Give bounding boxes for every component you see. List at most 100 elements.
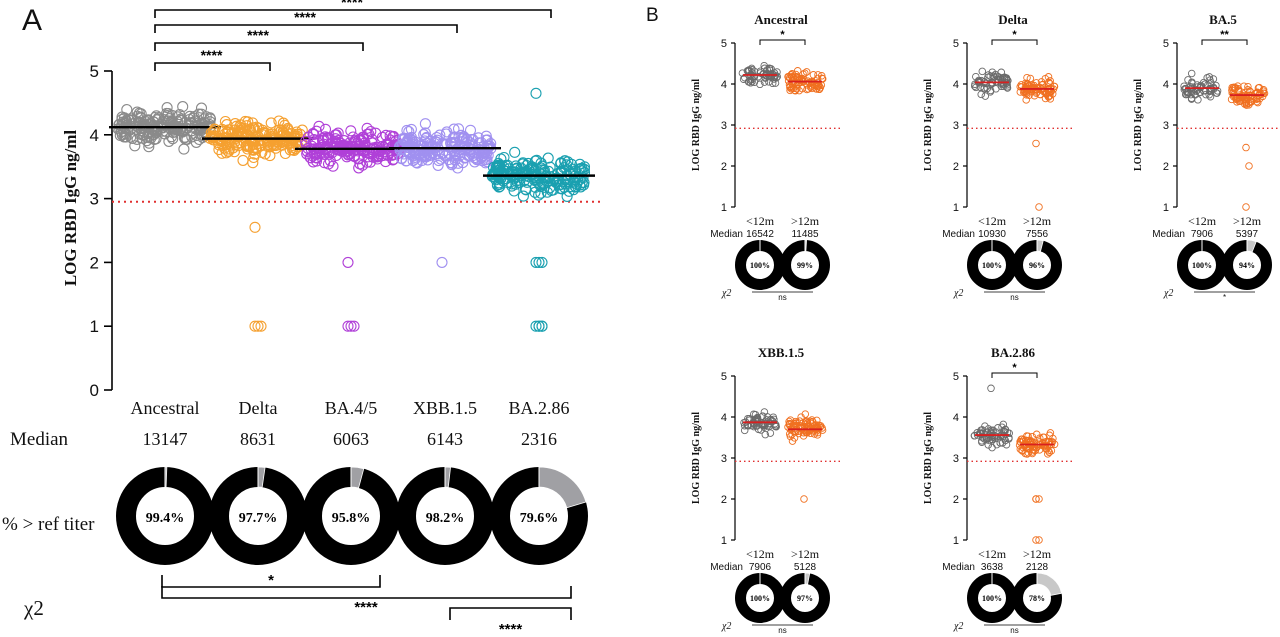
- data-point: [1030, 443, 1039, 451]
- data-point: [1041, 441, 1049, 450]
- significance-label: ****: [294, 9, 316, 25]
- data-point: [1242, 143, 1250, 152]
- data-point: [1003, 84, 1012, 92]
- data-point: [208, 123, 221, 135]
- data-point: [434, 129, 446, 141]
- data-point: [332, 127, 344, 139]
- data-point: [1050, 82, 1059, 91]
- chi2-label: ****: [354, 599, 378, 616]
- data-point: [756, 80, 764, 89]
- y-tick-label: 2: [1163, 161, 1169, 173]
- subplot-title: BA.2.86: [991, 345, 1036, 360]
- panel-a-ylabel: LOG RBD IgG ng/ml: [61, 130, 80, 287]
- data-point: [1258, 92, 1267, 101]
- median-value: 13147: [143, 429, 188, 449]
- data-point: [261, 136, 273, 148]
- data-point: [1023, 432, 1031, 440]
- data-point: [1035, 495, 1043, 503]
- subplot-ylabel: LOG RBD IgG ng/ml: [1133, 79, 1144, 171]
- donut-below-ref-slice: [538, 466, 587, 509]
- data-point: [1245, 101, 1253, 109]
- data-point: [1017, 438, 1025, 446]
- data-point: [800, 495, 808, 503]
- median-value: 7906: [749, 562, 772, 573]
- donut-below-ref-slice: [350, 466, 365, 489]
- data-point: [785, 430, 794, 438]
- group-label: >12m: [791, 547, 820, 561]
- group-label: <12m: [978, 214, 1007, 228]
- donut-below-ref-slice: [444, 466, 451, 488]
- data-point: [530, 320, 542, 332]
- data-point: [1240, 82, 1248, 90]
- data-point: [800, 75, 808, 84]
- data-point: [1206, 92, 1215, 101]
- median-value: 5397: [1236, 229, 1259, 240]
- percent-label: 78%: [1029, 594, 1045, 603]
- data-point: [459, 140, 471, 152]
- data-point: [215, 135, 227, 147]
- percent-donut: [490, 466, 588, 565]
- data-point: [264, 150, 276, 162]
- data-point: [183, 120, 195, 132]
- data-point: [981, 92, 990, 100]
- median-value: 10930: [978, 229, 1006, 240]
- data-point: [340, 140, 352, 152]
- data-point: [555, 158, 567, 170]
- data-point: [1046, 77, 1054, 85]
- data-point: [987, 426, 995, 435]
- median-label: Median: [942, 562, 975, 573]
- data-point: [345, 125, 357, 137]
- median-value: 16542: [746, 229, 774, 240]
- data-point: [1203, 74, 1211, 82]
- data-point: [118, 112, 131, 124]
- chi2-symbol: χ2: [721, 288, 731, 299]
- y-tick-label: 1: [953, 202, 959, 214]
- y-tick-label: 0: [90, 381, 99, 400]
- significance-bracket: [154, 9, 552, 18]
- data-point: [1001, 436, 1010, 445]
- percent-label: 100%: [1192, 261, 1212, 270]
- data-point: [1035, 203, 1043, 211]
- data-point: [984, 73, 992, 82]
- data-point: [796, 417, 804, 425]
- subplot-title: XBB.1.5: [758, 345, 805, 360]
- data-point: [981, 422, 989, 430]
- data-point: [992, 85, 1000, 93]
- chi2-label: ns: [778, 293, 786, 302]
- data-point: [419, 127, 431, 139]
- y-tick-label: 1: [721, 202, 727, 214]
- category-label: Delta: [239, 398, 278, 418]
- data-point: [420, 151, 432, 163]
- panel-a-plot: 0 1 2 3 4 5 Ancestral 13147 99.4% Delta 8631 97.7% B…: [90, 0, 600, 637]
- percent-donut: [116, 466, 214, 565]
- data-point: [791, 417, 800, 426]
- category-label: BA.2.86: [508, 398, 569, 418]
- data-point: [223, 143, 236, 155]
- data-point: [763, 413, 772, 421]
- subplot-title: Ancestral: [754, 12, 808, 27]
- percent-label: 94%: [1239, 261, 1255, 270]
- data-point: [797, 424, 806, 432]
- data-point: [745, 416, 754, 424]
- data-point: [977, 426, 985, 434]
- data-point: [547, 184, 559, 196]
- data-point: [1032, 139, 1040, 148]
- data-point: [237, 154, 249, 166]
- data-point: [788, 70, 797, 78]
- significance-label: ****: [341, 0, 363, 10]
- percent-donut: [780, 572, 830, 623]
- percent-donut: [1222, 239, 1272, 290]
- data-point: [163, 113, 175, 125]
- data-point: [791, 86, 800, 95]
- data-point: [161, 102, 173, 114]
- data-point: [330, 149, 342, 162]
- median-value: 6143: [427, 429, 463, 449]
- percent-label: 100%: [750, 594, 770, 603]
- y-tick-label: 4: [953, 412, 959, 424]
- panel-a-letter: A: [22, 4, 42, 37]
- percent-label: 97.7%: [239, 511, 278, 526]
- data-point: [248, 122, 260, 134]
- data-point: [1181, 90, 1190, 99]
